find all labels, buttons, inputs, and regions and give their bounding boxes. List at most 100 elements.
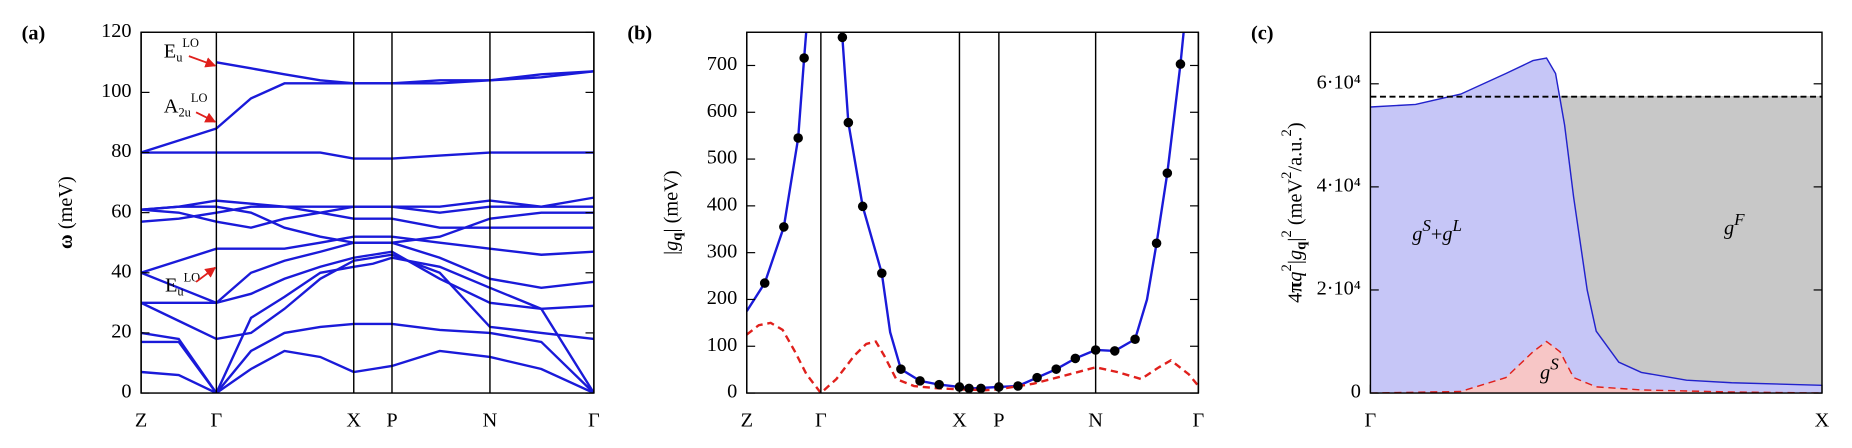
data-point — [1013, 381, 1023, 391]
data-point — [1109, 346, 1120, 356]
annotation-part: + — [1431, 223, 1442, 245]
data-point — [843, 117, 854, 128]
y-tick-label: 80 — [111, 140, 131, 162]
y-tick-label: 4·10⁴ — [1317, 175, 1361, 197]
data-point — [1162, 168, 1173, 178]
plot-area — [1370, 57, 1822, 394]
y-axis-label-part: 2 — [1279, 264, 1295, 271]
annotation-part: L — [1452, 216, 1463, 235]
annotation-part: u — [176, 50, 182, 64]
annotation-part: S — [1550, 354, 1559, 373]
y-tick-label: 400 — [707, 194, 737, 216]
annotation-part: LO — [182, 36, 199, 50]
line — [216, 61, 594, 85]
y-tick-label: 40 — [111, 260, 131, 282]
panel-label: (a) — [22, 22, 46, 44]
y-tick-label: 100 — [707, 334, 737, 356]
data-point — [837, 32, 848, 43]
annotation-part: F — [1733, 210, 1745, 229]
y-axis-label-part: q — [670, 232, 686, 241]
annotation-arrow — [188, 55, 217, 68]
y-tick-label: 600 — [707, 100, 737, 122]
y-axis-label-part: q — [1284, 271, 1306, 281]
data-point — [915, 376, 925, 386]
data-point — [896, 364, 906, 374]
line — [1370, 57, 1822, 387]
y-axis-label-part: 2 — [1279, 230, 1295, 237]
data-point — [1175, 59, 1186, 69]
data-point — [1070, 353, 1081, 364]
annotation: gS+gL — [1412, 216, 1462, 245]
annotation-part: E — [164, 40, 176, 62]
area — [1370, 58, 1822, 394]
y-tick-label: 0 — [1351, 381, 1361, 403]
x-tick-label: X — [1815, 409, 1830, 431]
area — [1555, 96, 1822, 394]
y-axis-label-part: ω — [55, 234, 77, 249]
data-point — [1130, 334, 1140, 345]
y-axis-label-part: (meV — [1284, 179, 1306, 231]
line — [746, 32, 1185, 390]
y-axis-label: 4πq2|gq|2 (meV2/a.u.2) — [1279, 122, 1309, 302]
line — [141, 127, 217, 154]
y-axis-label-part: 2 — [1279, 172, 1295, 179]
x-tick-label: P — [386, 409, 397, 431]
line — [141, 253, 594, 341]
annotation: EuLO — [165, 270, 200, 298]
annotation: gS — [1540, 354, 1559, 383]
annotation-part: 2u — [178, 105, 190, 119]
line — [141, 256, 594, 394]
annotation-part: E — [165, 274, 177, 296]
y-axis-label-part: g — [660, 241, 682, 251]
y-axis-label-part: g — [1284, 250, 1306, 260]
x-tick-label: Γ — [815, 409, 827, 431]
data-point — [759, 278, 770, 288]
y-tick-label: 100 — [101, 80, 131, 102]
line — [215, 70, 594, 130]
annotation: gF — [1724, 210, 1745, 239]
y-tick-label: 700 — [707, 53, 737, 75]
line — [141, 151, 594, 160]
data-point — [779, 222, 789, 232]
x-tick-label: Z — [135, 409, 147, 431]
y-tick-label: 0 — [727, 381, 737, 403]
line — [141, 349, 594, 394]
x-tick-label: X — [346, 409, 361, 431]
line — [1370, 340, 1822, 394]
annotation-part: g — [1540, 362, 1550, 384]
y-axis-label-part: | (meV) — [660, 170, 682, 232]
data-point — [934, 379, 944, 390]
annotation: A2uLO — [164, 91, 208, 119]
data-point — [793, 133, 803, 143]
y-axis-label: |gq| (meV) — [660, 170, 686, 255]
plot-area — [746, 32, 1199, 394]
plot-area — [141, 61, 594, 394]
annotation-arrow — [195, 111, 217, 123]
annotation-part: g — [1724, 217, 1734, 239]
x-tick-label: N — [1088, 409, 1103, 431]
x-tick-label: Γ — [588, 409, 600, 431]
y-axis-label-part: | — [1284, 260, 1306, 264]
data-point — [1032, 372, 1042, 383]
y-tick-label: 20 — [111, 321, 131, 343]
annotation-part: g — [1442, 223, 1452, 245]
line — [746, 321, 1199, 394]
y-axis-label-part: | — [660, 251, 682, 255]
data-point — [877, 268, 887, 279]
data-point — [1051, 364, 1061, 374]
y-tick-label: 300 — [707, 240, 737, 262]
x-tick-label: Γ — [1365, 409, 1377, 431]
y-tick-label: 60 — [111, 200, 131, 222]
panel-label: (c) — [1251, 22, 1274, 44]
y-axis-label: ω (meV) — [55, 176, 77, 249]
y-tick-label: 6·10⁴ — [1317, 71, 1361, 93]
data-point — [976, 383, 986, 394]
y-axis-label-part: ) — [1284, 122, 1306, 129]
data-point — [964, 383, 974, 394]
annotation-part: LO — [184, 270, 201, 284]
y-axis-label-part: 2 — [1279, 129, 1295, 136]
y-axis-label-part: π — [1284, 282, 1306, 293]
annotation: EuLO — [164, 36, 199, 64]
annotation-part: A — [164, 95, 179, 117]
